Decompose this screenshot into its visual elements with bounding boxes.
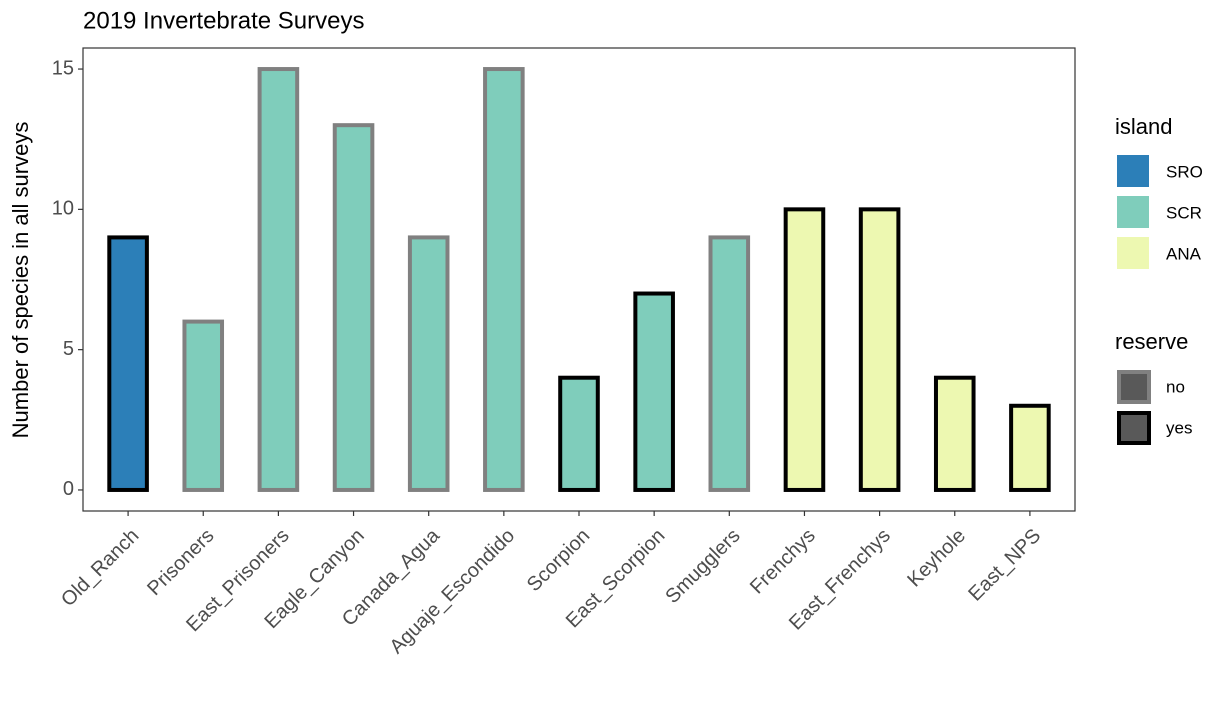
- bar: [558, 375, 600, 492]
- legend-label: ANA: [1166, 244, 1202, 263]
- legend-label: yes: [1166, 418, 1192, 437]
- x-tick-label: Aguaje_Escondido: [386, 525, 519, 658]
- legend-title: reserve: [1115, 329, 1188, 354]
- x-tick-label: East_NPS: [964, 525, 1045, 606]
- bar: [708, 235, 751, 492]
- x-tick-label: Frenchys: [746, 525, 820, 599]
- bar: [407, 235, 450, 492]
- legend-label: SCR: [1166, 203, 1202, 222]
- bar: [107, 235, 149, 492]
- legend-title: island: [1115, 114, 1172, 139]
- bar: [182, 319, 225, 492]
- bar: [332, 123, 375, 492]
- legend-key: [1117, 155, 1149, 187]
- legend-key: [1117, 196, 1149, 228]
- legend-key: [1117, 237, 1149, 269]
- x-tick-label: Smugglers: [661, 525, 744, 608]
- x-tick-label: Prisoners: [143, 525, 218, 600]
- legend-label: SRO: [1166, 162, 1203, 181]
- x-tick-label: Keyhole: [903, 525, 970, 592]
- y-axis-label: Number of species in all surveys: [8, 122, 33, 439]
- bar: [1009, 403, 1051, 492]
- chart-title: 2019 Invertebrate Surveys: [83, 7, 365, 34]
- bar: [783, 207, 826, 492]
- legend-label: no: [1166, 377, 1185, 396]
- legend-key: [1117, 370, 1151, 404]
- legend-key: [1117, 411, 1151, 445]
- bar: [257, 67, 300, 492]
- bar: [483, 67, 525, 492]
- x-tick-label: Scorpion: [523, 525, 594, 596]
- bar: [933, 375, 976, 492]
- y-tick-label: 5: [63, 338, 74, 360]
- y-tick-label: 0: [63, 478, 74, 500]
- bar: [858, 207, 901, 492]
- bar: [633, 291, 675, 492]
- y-tick-label: 10: [52, 198, 74, 220]
- y-tick-label: 15: [52, 57, 74, 79]
- x-tick-label: Old_Ranch: [57, 525, 143, 611]
